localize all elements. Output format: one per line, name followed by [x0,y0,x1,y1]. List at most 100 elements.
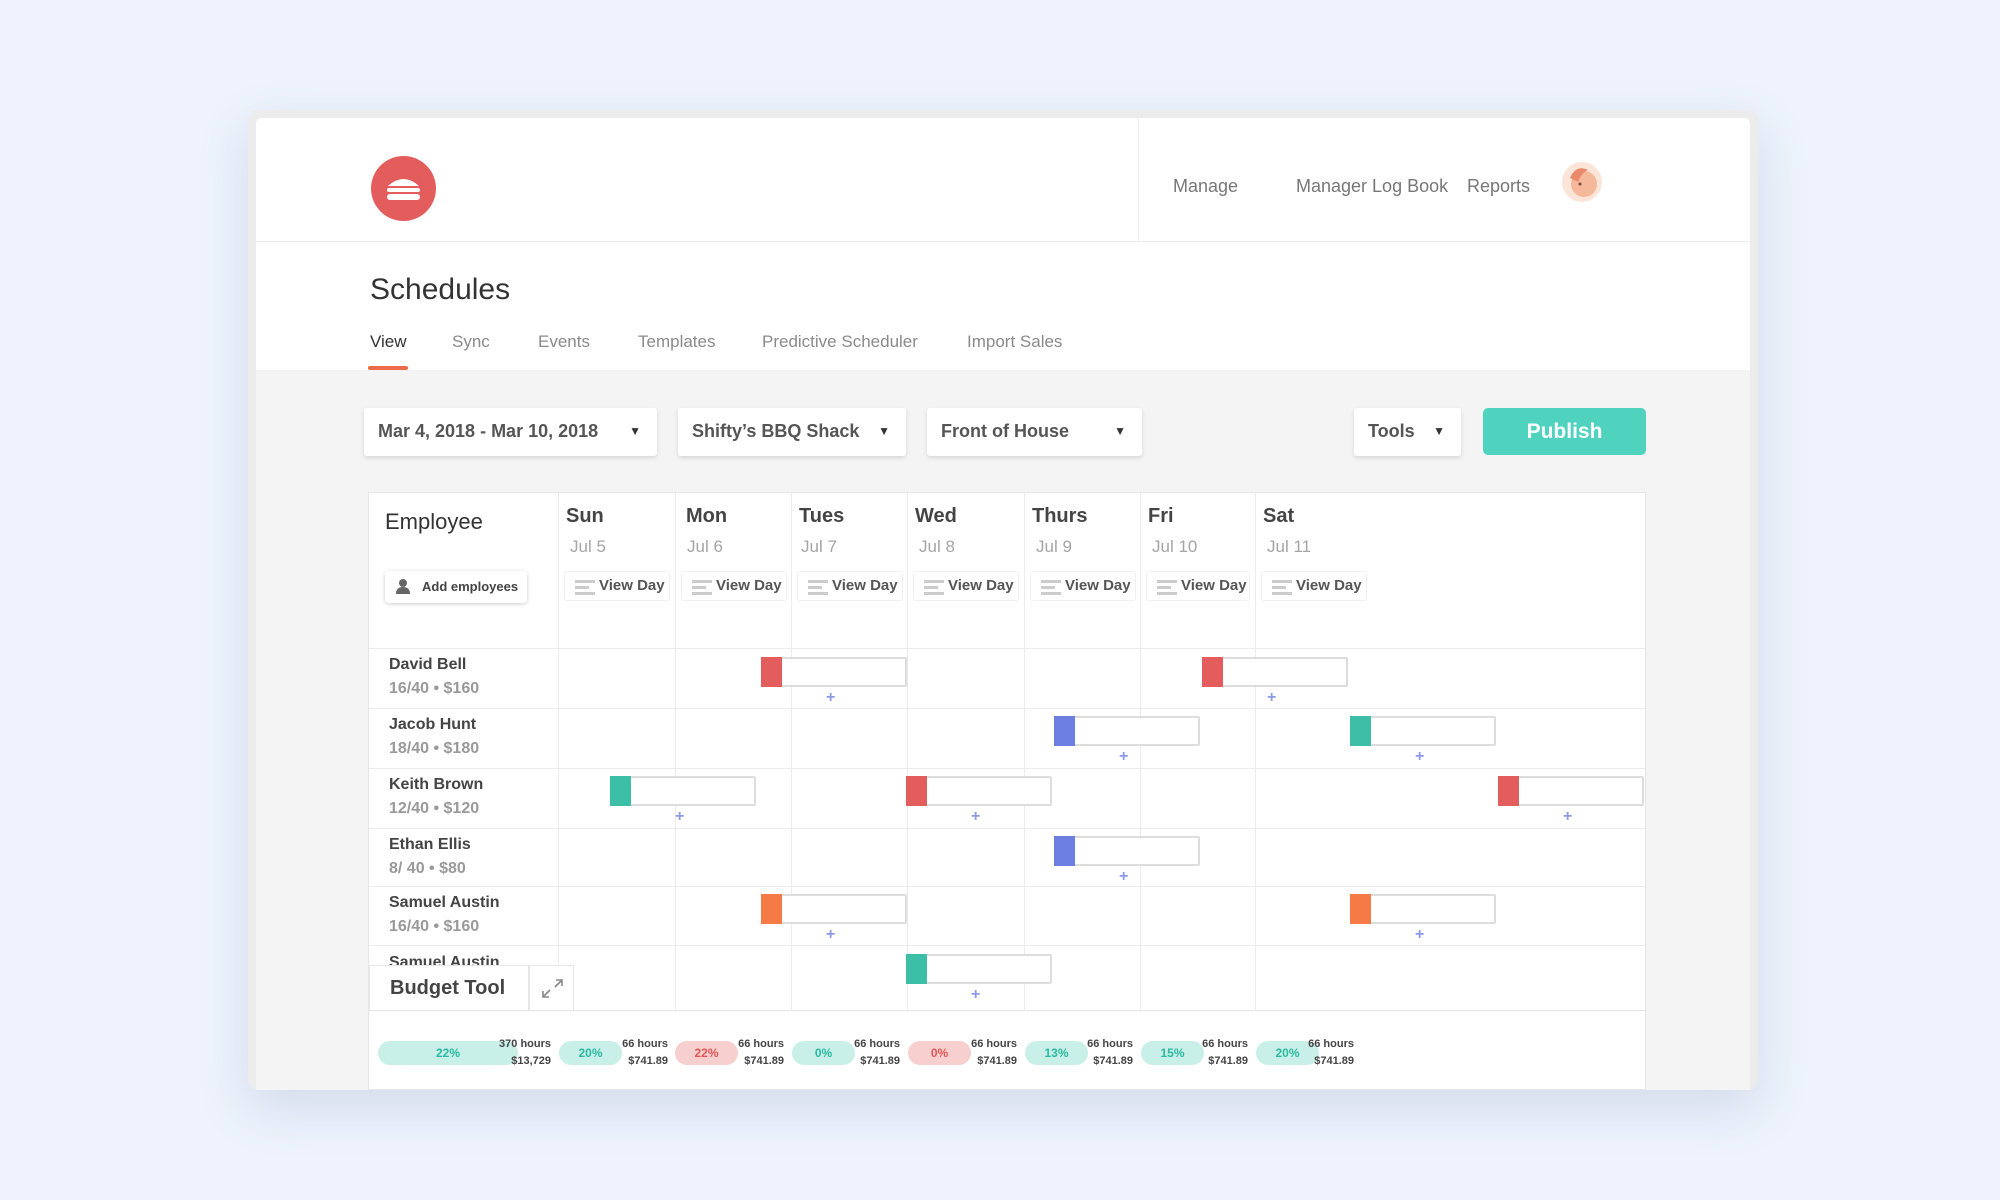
tab-import-sales[interactable]: Import Sales [967,332,1063,351]
shift-color-chip [1202,657,1223,687]
shift-block[interactable] [1054,836,1200,866]
add-shift-icon[interactable]: + [826,689,836,706]
budget-percent-badge: 15% [1141,1041,1204,1065]
schedule-lines-icon [1041,580,1061,598]
shift-block[interactable] [1350,716,1496,746]
top-bar: Manage Manager Log Book Reports [256,118,1750,242]
publish-button[interactable]: Publish [1483,408,1646,455]
add-shift-icon[interactable]: + [826,926,836,943]
day-name: Tues [799,505,845,527]
shift-block[interactable] [1350,894,1496,924]
add-shift-icon[interactable]: + [1415,748,1425,765]
caret-down-icon: ▼ [629,424,641,438]
tab-events[interactable]: Events [538,332,590,351]
department-dropdown[interactable]: Front of House ▼ [927,408,1142,456]
topbar-divider [1138,118,1139,242]
add-shift-icon[interactable]: + [675,808,685,825]
user-avatar[interactable] [1562,162,1602,202]
shift-block[interactable] [761,657,907,687]
tab-sync[interactable]: Sync [452,332,490,351]
view-day-label: View Day [599,577,665,594]
add-employees-label: Add employees [422,579,519,594]
budget-hours: 370 hours [499,1038,551,1050]
view-day-button[interactable]: View Day [913,571,1019,601]
view-day-button[interactable]: View Day [681,571,787,601]
column-divider [1140,493,1141,1089]
shift-block[interactable] [906,776,1052,806]
day-name: Sun [566,505,604,527]
day-date: Jul 9 [1036,537,1072,556]
add-shift-icon[interactable]: + [1563,808,1573,825]
view-day-button[interactable]: View Day [1261,571,1367,601]
view-day-label: View Day [1181,577,1247,594]
shift-block[interactable] [906,954,1052,984]
caret-down-icon: ▼ [1433,424,1445,438]
schedule-grid: Employee Add employees Sun Jul 5 View Da… [368,492,1646,1090]
view-day-button[interactable]: View Day [1030,571,1136,601]
budget-tool-tab[interactable]: Budget Tool [369,965,529,1010]
shift-block[interactable] [610,776,756,806]
tab-view[interactable]: View [370,332,407,351]
add-shift-icon[interactable]: + [1119,748,1129,765]
view-day-button[interactable]: View Day [797,571,903,601]
schedule-lines-icon [575,580,595,598]
day-name: Wed [915,505,957,527]
view-day-label: View Day [1065,577,1131,594]
shift-color-chip [1350,894,1371,924]
location-value: Shifty’s BBQ Shack [692,421,860,441]
employee-name[interactable]: Jacob Hunt [389,716,477,733]
employee-name[interactable]: Samuel Austin [389,894,500,911]
add-employees-button[interactable]: Add employees [385,571,527,603]
shift-color-chip [906,954,927,984]
budget-hours-cost: 66 hours $741.89 [1305,1036,1354,1070]
budget-percent-badge: 13% [1025,1041,1088,1065]
date-range-dropdown[interactable]: Mar 4, 2018 - Mar 10, 2018 ▼ [364,408,657,456]
employee-hours-cost: 16/40 • $160 [389,680,480,697]
day-column-header: Thurs Jul 9 View Day [1024,493,1140,648]
shift-block[interactable] [1498,776,1644,806]
employee-name[interactable]: Ethan Ellis [389,836,471,853]
budget-cost: $13,729 [511,1055,551,1067]
person-icon [396,579,410,594]
row-divider [369,768,1645,769]
shift-block[interactable] [1054,716,1200,746]
view-day-button[interactable]: View Day [1146,571,1250,601]
day-name: Fri [1148,505,1174,527]
employee-name[interactable]: Keith Brown [389,776,484,793]
view-day-button[interactable]: View Day [564,571,670,601]
column-divider [1255,493,1256,1089]
budget-hours-cost: 370 hours $13,729 [499,1036,551,1070]
tab-templates[interactable]: Templates [638,332,716,351]
shift-block[interactable] [1202,657,1348,687]
nav-manage[interactable]: Manage [1173,176,1239,196]
nav-manager-log-book[interactable]: Manager Log Book [1296,176,1449,196]
day-column-header: Sat Jul 11 View Day [1255,493,1372,648]
nav-reports[interactable]: Reports [1467,176,1531,196]
add-shift-icon[interactable]: + [1119,868,1129,885]
budget-hours: 66 hours [1308,1038,1354,1050]
budget-hours-cost: 66 hours $741.89 [1084,1036,1133,1070]
add-shift-icon[interactable]: + [1415,926,1425,943]
employee-hours-cost: 12/40 • $120 [389,800,480,817]
tools-dropdown[interactable]: Tools ▼ [1354,408,1461,456]
budget-hours-cost: 66 hours $741.89 [851,1036,900,1070]
budget-percent-badge: 0% [792,1041,855,1065]
employee-name[interactable]: David Bell [389,656,467,673]
tab-predictive-scheduler[interactable]: Predictive Scheduler [762,332,918,351]
budget-hours: 66 hours [1087,1038,1133,1050]
location-dropdown[interactable]: Shifty’s BBQ Shack ▼ [678,408,906,456]
day-name: Mon [686,505,728,527]
burger-logo-icon[interactable] [371,156,436,221]
shift-color-chip [1054,716,1075,746]
view-day-label: View Day [832,577,898,594]
budget-hours-cost: 66 hours $741.89 [619,1036,668,1070]
add-shift-icon[interactable]: + [971,808,981,825]
add-shift-icon[interactable]: + [971,986,981,1003]
budget-cost: $741.89 [1093,1055,1133,1067]
budget-percent-badge: 22% [378,1041,518,1065]
shift-color-chip [610,776,631,806]
shift-block[interactable] [761,894,907,924]
expand-icon[interactable] [529,965,574,1010]
budget-hours: 66 hours [1202,1038,1248,1050]
add-shift-icon[interactable]: + [1267,689,1277,706]
